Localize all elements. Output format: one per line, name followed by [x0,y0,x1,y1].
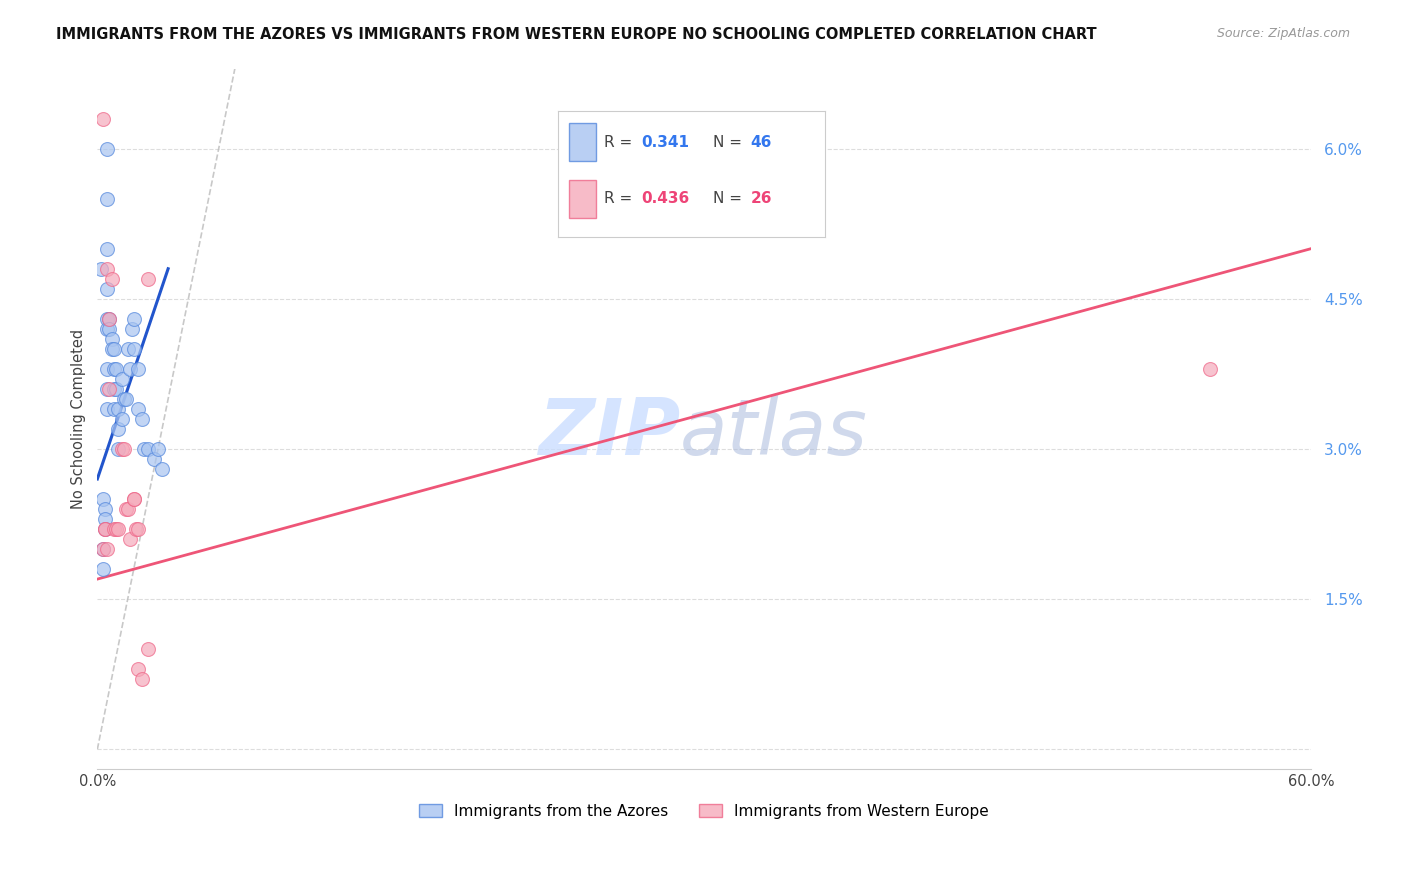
Point [100,332,122,346]
Point [122,311,145,326]
Point [96,382,118,396]
Point [107,442,129,456]
Y-axis label: No Schooling Completed: No Schooling Completed [72,329,86,509]
Point [127,362,149,376]
Text: atlas: atlas [681,395,868,471]
Point [100,272,122,286]
Point [96,142,118,156]
Point [93,491,115,506]
Point [150,462,173,476]
Point [98,382,121,396]
Point [127,401,149,416]
Point [146,442,169,456]
Point [96,192,118,206]
Point [94,522,117,536]
Point [121,322,143,336]
Point [122,491,145,506]
Point [114,502,136,516]
Point [94,522,117,536]
Point [96,242,118,256]
Point [94,512,117,526]
Point [104,362,127,376]
Point [103,362,125,376]
Point [96,311,118,326]
Point [98,311,121,326]
Point [103,401,125,416]
Point [131,672,153,686]
Point [93,542,115,557]
Text: IMMIGRANTS FROM THE AZORES VS IMMIGRANTS FROM WESTERN EUROPE NO SCHOOLING COMPLE: IMMIGRANTS FROM THE AZORES VS IMMIGRANTS… [56,27,1097,42]
Point [94,522,117,536]
Point [136,272,159,286]
Point [96,401,118,416]
Point [107,422,129,436]
Point [103,522,125,536]
Point [111,442,134,456]
Point [114,392,136,406]
Point [136,642,159,657]
Text: ZIP: ZIP [537,395,681,471]
Point [107,401,129,416]
Point [131,412,153,426]
Point [104,522,127,536]
Point [111,412,134,426]
Point [111,372,134,386]
Point [98,311,121,326]
Point [118,362,141,376]
Point [107,522,129,536]
Point [96,322,118,336]
Point [122,342,145,356]
Point [127,662,149,676]
Text: Source: ZipAtlas.com: Source: ZipAtlas.com [1216,27,1350,40]
Point [127,522,149,536]
Point [117,502,139,516]
Point [100,342,122,356]
Point [103,382,125,396]
Point [93,542,115,557]
Point [136,442,159,456]
Point [98,322,121,336]
Point [117,342,139,356]
Point [143,452,166,467]
Point [96,282,118,296]
Point [94,502,117,516]
Point [93,562,115,576]
Legend: Immigrants from the Azores, Immigrants from Western Europe: Immigrants from the Azores, Immigrants f… [413,797,995,825]
Point [132,442,155,456]
Point [103,342,125,356]
Point [104,382,127,396]
Point [112,442,135,456]
Point [90,261,112,276]
Point [112,392,135,406]
Point [1198,362,1220,376]
Point [93,112,115,126]
Point [122,491,145,506]
Point [96,542,118,557]
Point [118,532,141,546]
Point [96,261,118,276]
Point [96,362,118,376]
Point [125,522,148,536]
